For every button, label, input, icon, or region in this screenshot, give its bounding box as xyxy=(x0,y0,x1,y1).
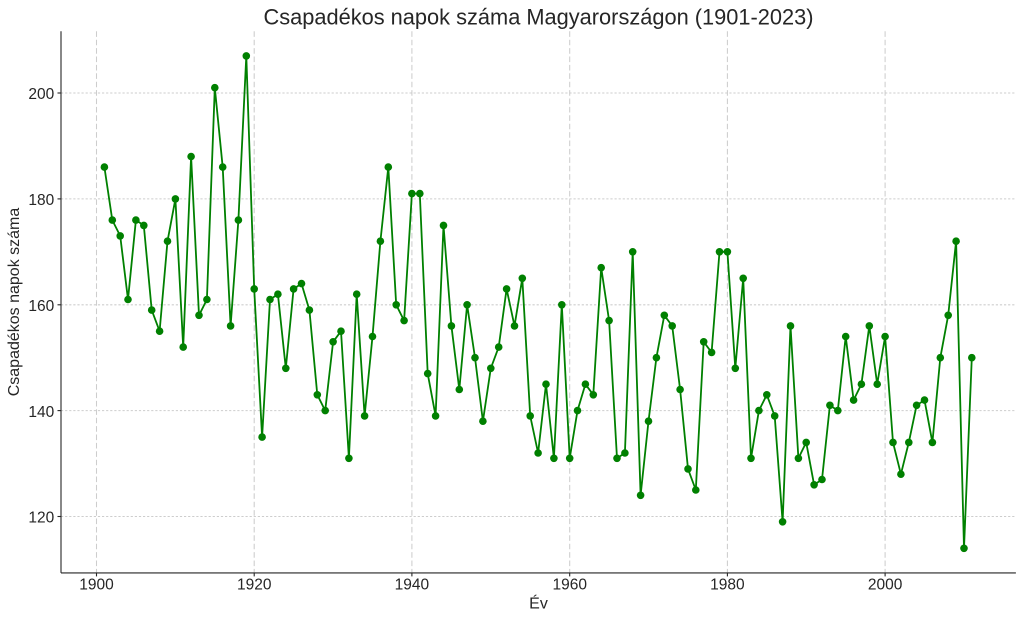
svg-text:Év: Év xyxy=(529,594,548,613)
svg-text:1920: 1920 xyxy=(237,576,272,593)
svg-text:1940: 1940 xyxy=(395,576,430,593)
svg-text:200: 200 xyxy=(28,86,54,103)
svg-text:180: 180 xyxy=(28,192,54,209)
svg-text:160: 160 xyxy=(28,298,54,315)
svg-text:Csapadékos napok száma: Csapadékos napok száma xyxy=(6,208,23,397)
svg-text:2000: 2000 xyxy=(868,576,903,593)
svg-text:140: 140 xyxy=(28,404,54,421)
svg-text:1980: 1980 xyxy=(710,576,745,593)
svg-text:1900: 1900 xyxy=(79,576,114,593)
svg-text:1960: 1960 xyxy=(552,576,587,593)
svg-text:Csapadékos napok száma Magyaro: Csapadékos napok száma Magyarországon (1… xyxy=(263,5,813,30)
svg-text:120: 120 xyxy=(28,510,54,527)
